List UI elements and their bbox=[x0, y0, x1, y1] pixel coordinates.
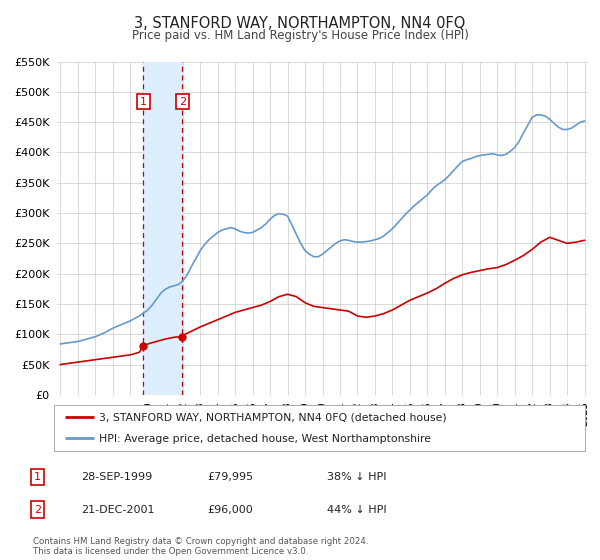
Text: HPI: Average price, detached house, West Northamptonshire: HPI: Average price, detached house, West… bbox=[99, 434, 431, 444]
Bar bbox=[143, 62, 182, 395]
Text: 1: 1 bbox=[140, 96, 147, 106]
Text: 21-DEC-2001: 21-DEC-2001 bbox=[81, 505, 155, 515]
Text: £79,995: £79,995 bbox=[207, 472, 253, 482]
Text: This data is licensed under the Open Government Licence v3.0.: This data is licensed under the Open Gov… bbox=[33, 547, 308, 556]
Text: Contains HM Land Registry data © Crown copyright and database right 2024.: Contains HM Land Registry data © Crown c… bbox=[33, 537, 368, 546]
Text: 3, STANFORD WAY, NORTHAMPTON, NN4 0FQ (detached house): 3, STANFORD WAY, NORTHAMPTON, NN4 0FQ (d… bbox=[99, 413, 447, 423]
Text: 2: 2 bbox=[179, 96, 186, 106]
Text: 44% ↓ HPI: 44% ↓ HPI bbox=[327, 505, 386, 515]
Text: 2: 2 bbox=[34, 505, 41, 515]
Text: 38% ↓ HPI: 38% ↓ HPI bbox=[327, 472, 386, 482]
Text: 1: 1 bbox=[34, 472, 41, 482]
Text: £96,000: £96,000 bbox=[207, 505, 253, 515]
Text: 28-SEP-1999: 28-SEP-1999 bbox=[81, 472, 152, 482]
Text: 3, STANFORD WAY, NORTHAMPTON, NN4 0FQ: 3, STANFORD WAY, NORTHAMPTON, NN4 0FQ bbox=[134, 16, 466, 31]
Text: Price paid vs. HM Land Registry's House Price Index (HPI): Price paid vs. HM Land Registry's House … bbox=[131, 29, 469, 42]
